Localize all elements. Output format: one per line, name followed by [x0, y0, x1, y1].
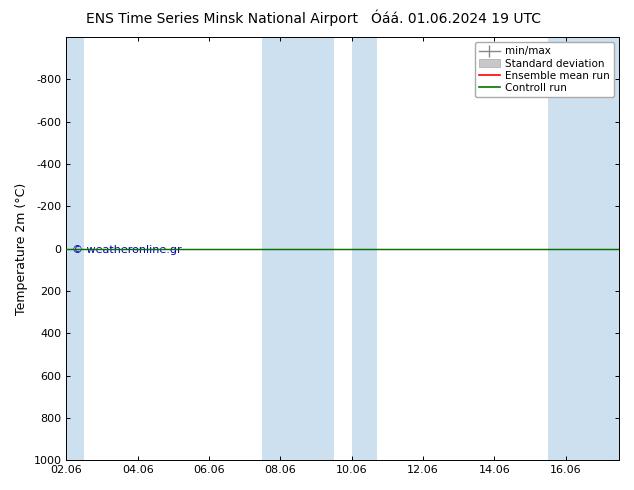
Text: ENS Time Series Minsk National Airport: ENS Time Series Minsk National Airport: [86, 12, 358, 26]
Bar: [352, 37, 377, 460]
Y-axis label: Temperature 2m (°C): Temperature 2m (°C): [15, 182, 28, 315]
Bar: [548, 37, 619, 460]
Bar: [49, 37, 84, 460]
Text: © weatheronline.gr: © weatheronline.gr: [72, 245, 181, 255]
Text: Óáá. 01.06.2024 19 UTC: Óáá. 01.06.2024 19 UTC: [372, 12, 541, 26]
Legend: min/max, Standard deviation, Ensemble mean run, Controll run: min/max, Standard deviation, Ensemble me…: [475, 42, 614, 97]
Bar: [262, 37, 333, 460]
